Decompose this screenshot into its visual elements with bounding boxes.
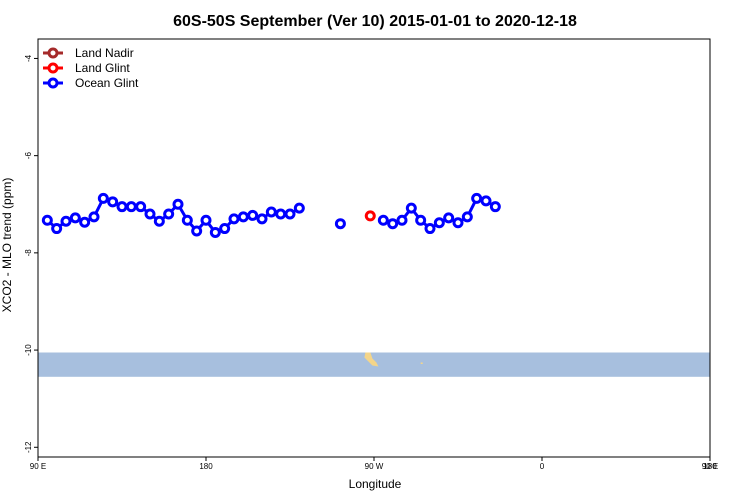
series-ocean-glint — [41, 192, 501, 238]
data-point — [443, 212, 455, 224]
data-point — [387, 218, 399, 230]
data-point — [172, 198, 184, 210]
legend-label: Land Glint — [75, 61, 130, 75]
data-point — [489, 201, 501, 213]
data-point — [191, 225, 203, 237]
data-point — [471, 192, 483, 204]
legend-label: Land Nadir — [75, 46, 134, 60]
legend-label: Ocean Glint — [75, 76, 139, 90]
x-tick-label: 180 — [703, 462, 717, 471]
x-tick-label: 90 W — [365, 462, 384, 471]
data-point — [144, 208, 156, 220]
data-point — [60, 215, 72, 227]
series-land-glint — [364, 210, 376, 222]
chart-title: 60S-50S September (Ver 10) 2015-01-01 to… — [173, 13, 577, 30]
data-point — [237, 211, 249, 223]
x-tick-label: 180 — [199, 462, 213, 471]
data-point — [293, 202, 305, 214]
data-point — [256, 213, 268, 225]
x-tick-label: 90 E — [702, 462, 718, 471]
data-point — [396, 214, 408, 226]
data-point — [116, 201, 128, 213]
data-point — [480, 195, 492, 207]
data-point — [461, 211, 473, 223]
data-point — [228, 213, 240, 225]
data-point — [88, 211, 100, 223]
y-tick-label: -4 — [24, 54, 33, 62]
data-point — [424, 223, 436, 235]
data-point — [275, 208, 287, 220]
data-point — [219, 223, 231, 235]
x-axis-label: Longitude — [349, 477, 402, 491]
y-tick-label: -10 — [24, 344, 33, 356]
data-point — [163, 208, 175, 220]
data-point — [97, 192, 109, 204]
data-point — [69, 212, 81, 224]
legend-marker — [47, 47, 59, 59]
data-point — [452, 217, 464, 229]
y-tick-label: -8 — [24, 249, 33, 257]
x-tick-label: 90 E — [30, 462, 46, 471]
map-land-speck — [420, 362, 423, 364]
legend-marker — [47, 62, 59, 74]
plot-frame — [37, 38, 711, 458]
data-point — [125, 201, 137, 213]
data-point — [135, 201, 147, 213]
data-point — [405, 202, 417, 214]
data-point — [79, 216, 91, 228]
data-point — [41, 214, 53, 226]
data-point — [153, 215, 165, 227]
y-tick-label: -6 — [24, 152, 33, 160]
data-point — [200, 214, 212, 226]
series-layer — [41, 192, 501, 238]
map-band — [38, 352, 710, 377]
y-tick-label: -12 — [24, 441, 33, 453]
data-point — [364, 210, 376, 222]
data-point — [415, 214, 427, 226]
data-point — [284, 208, 296, 220]
data-point — [181, 214, 193, 226]
y-axis-label: XCO2 - MLO trend (ppm) — [0, 178, 14, 313]
x-tick-label: 0 — [540, 462, 545, 471]
legend-marker — [47, 77, 59, 89]
data-point — [334, 218, 346, 230]
data-point — [377, 214, 389, 226]
data-point — [247, 209, 259, 221]
data-point — [209, 226, 221, 238]
data-point — [265, 206, 277, 218]
data-point — [107, 196, 119, 208]
map-land-patch — [364, 352, 379, 367]
data-point — [51, 223, 63, 235]
data-point — [433, 217, 445, 229]
